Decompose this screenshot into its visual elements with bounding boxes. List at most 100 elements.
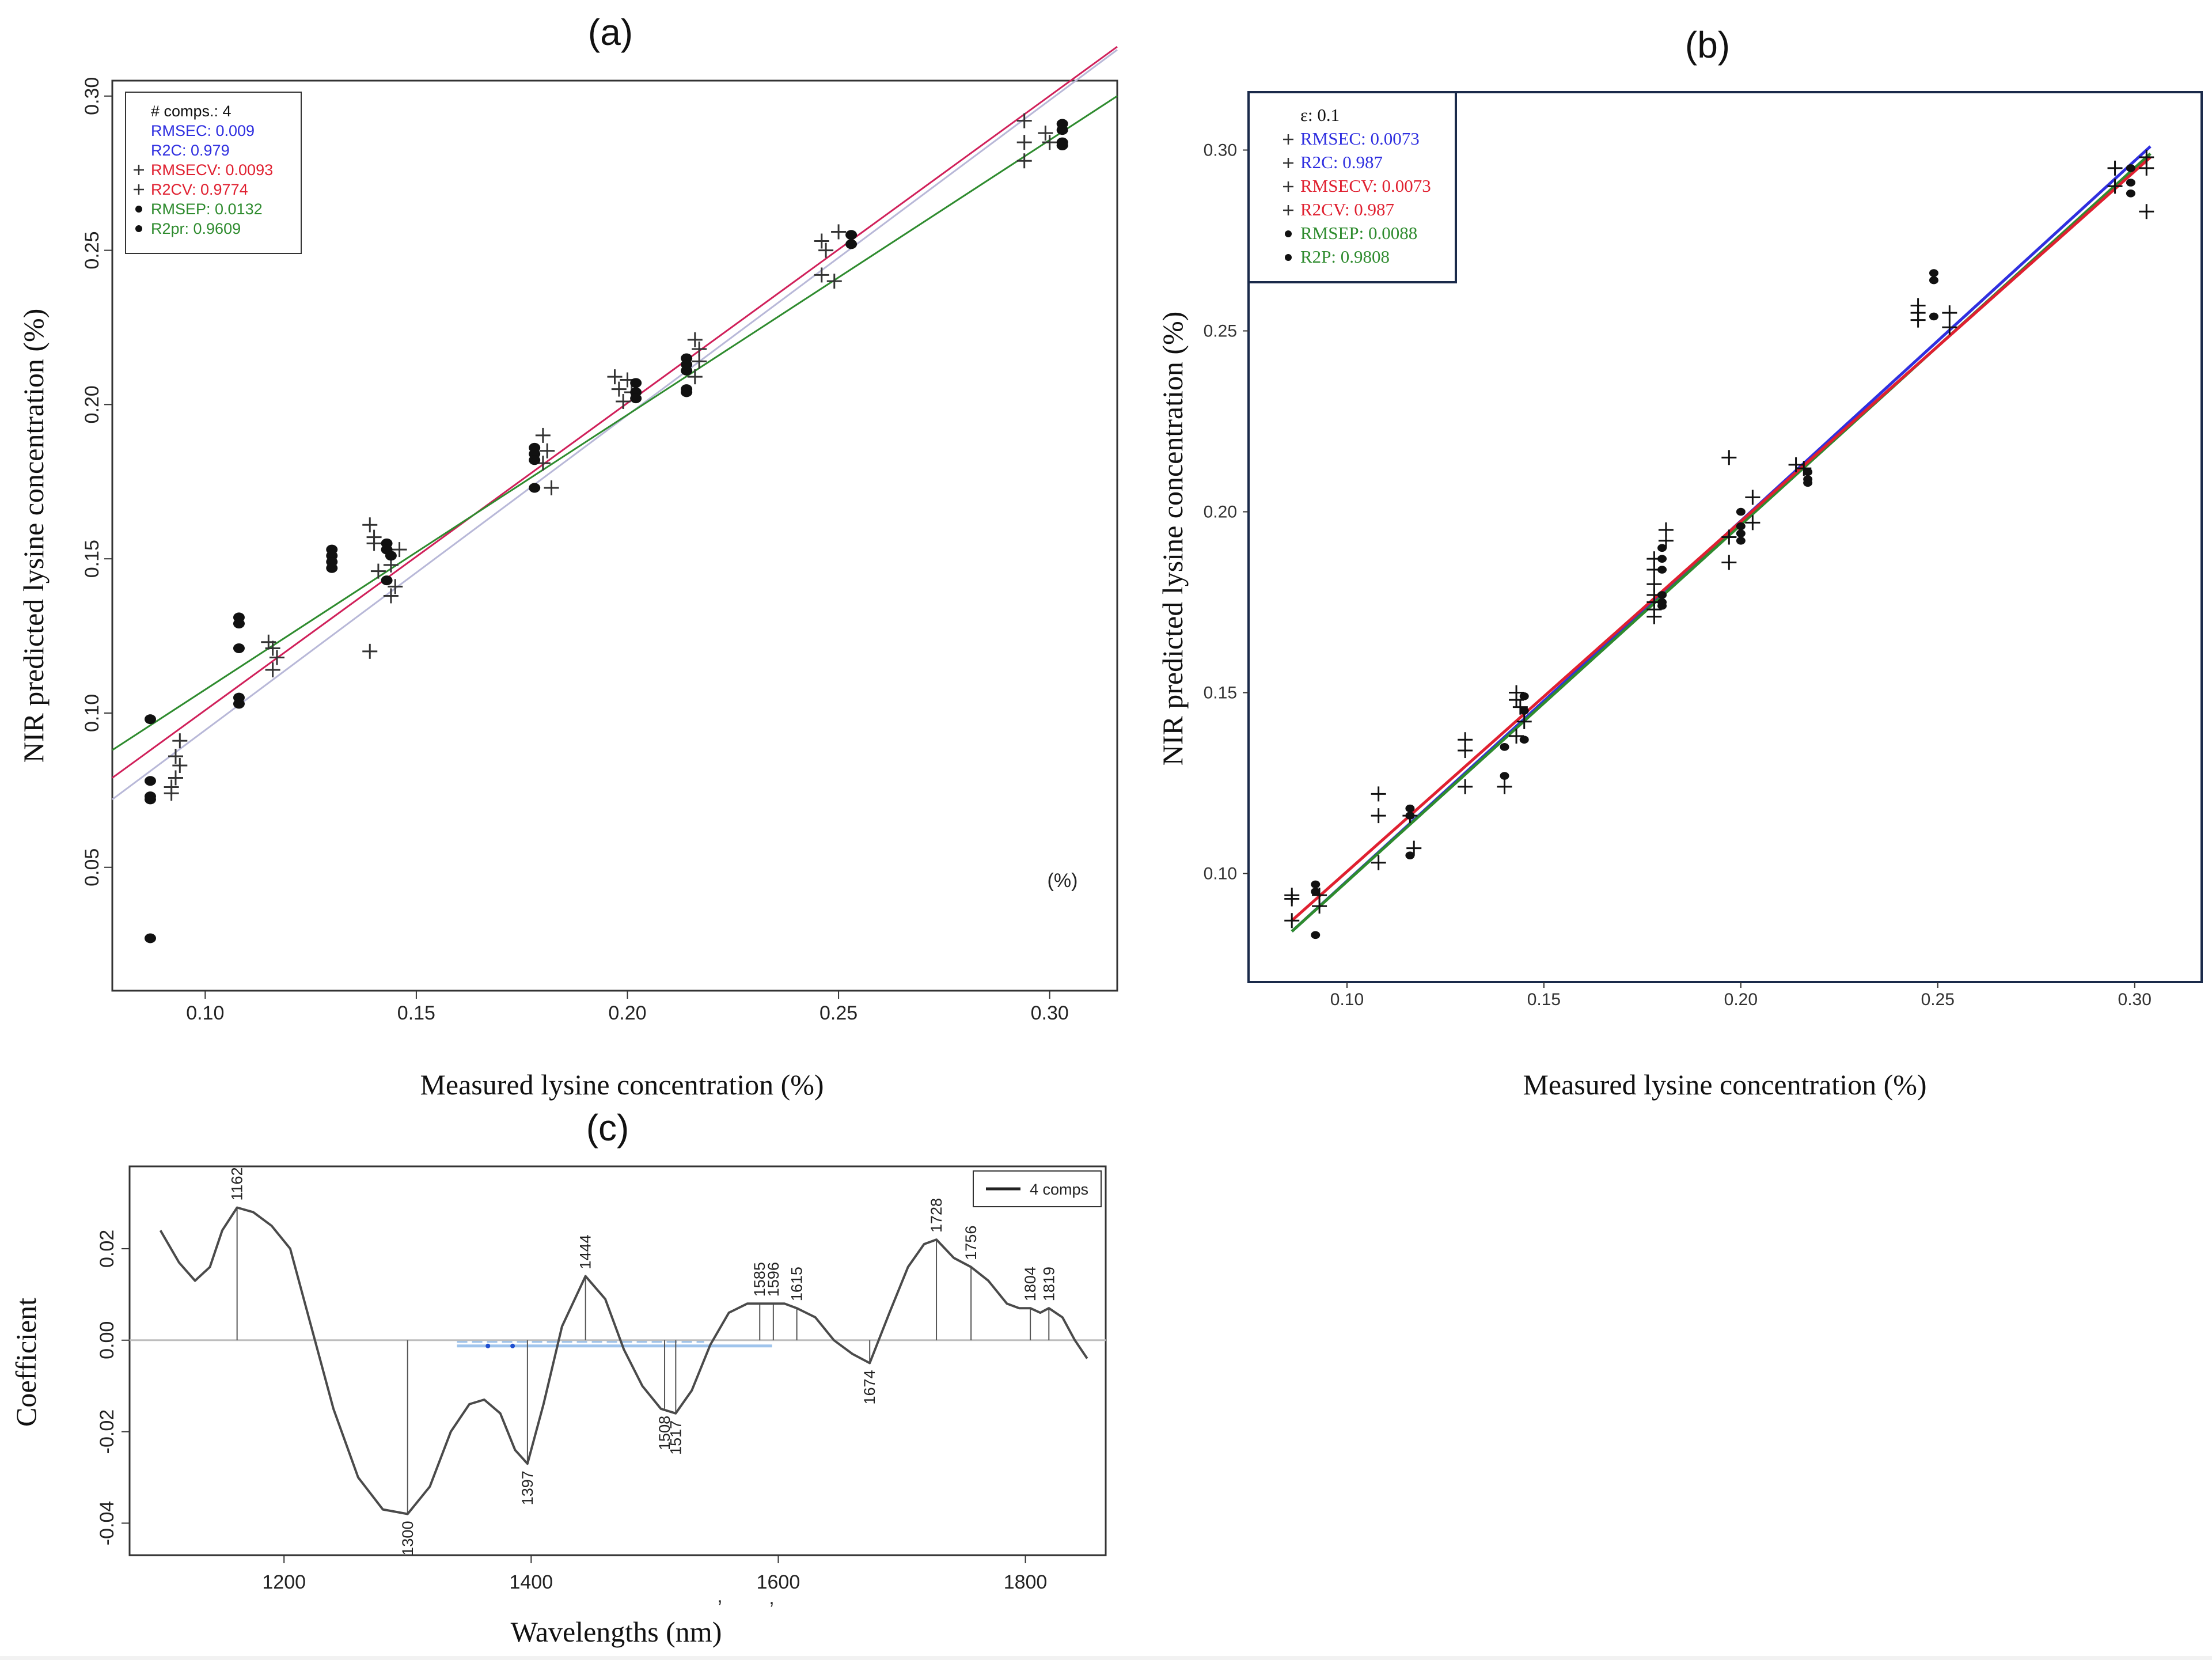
x-tick-label: 0.25 <box>819 1002 858 1024</box>
y-tick-label: 0.02 <box>96 1230 118 1268</box>
prediction-point <box>233 643 245 653</box>
panel-b-y-axis-label: NIR predicted lysine concentration (%) <box>1156 312 1189 766</box>
prediction-point <box>1803 468 1813 476</box>
legend-entry: R2C: 0.987 <box>1300 152 1383 172</box>
panel-c-coefficient-curve <box>159 1206 1088 1515</box>
legend-entry: R2pr: 0.9609 <box>151 220 241 237</box>
panel-a-x-axis-label: Measured lysine concentration (%) <box>420 1068 824 1101</box>
prediction-point <box>1519 707 1529 715</box>
prediction-point <box>1405 851 1415 859</box>
legend-dot <box>1285 254 1292 261</box>
calibration-point-plus <box>1042 135 1057 150</box>
calibration-point-plus <box>1509 692 1524 708</box>
highlight-dot <box>510 1343 515 1348</box>
panel-b: (b) 0.10 0.15 0.20 0.25 0.30 0.10 0.15 0.20 0.2… <box>1156 24 2203 1101</box>
calibration-point-plus <box>818 242 834 258</box>
prediction-point <box>1929 276 1938 285</box>
calibration-point-plus <box>687 369 703 385</box>
calibration-point-plus <box>687 332 703 347</box>
prediction-point <box>1500 742 1509 751</box>
calibration-point-plus <box>1371 808 1386 824</box>
prediction-point <box>1519 736 1529 744</box>
peak-label: 1674 <box>861 1370 878 1404</box>
prediction-point <box>1519 692 1529 700</box>
panel-b-points <box>1284 150 2154 939</box>
calibration-point-plus <box>366 529 382 545</box>
y-tick-label: 0.30 <box>81 77 103 115</box>
prediction-point <box>630 378 642 388</box>
y-tick-label: 0.20 <box>81 385 103 423</box>
x-tick-label: 0.30 <box>1031 1002 1069 1024</box>
x-tick-label: 0.15 <box>1527 990 1561 1009</box>
prediction-point <box>529 455 541 465</box>
calibration-point-plus <box>1016 153 1032 169</box>
y-tick-label: 0.10 <box>81 694 103 732</box>
calibration-point-plus <box>1371 786 1386 802</box>
panel-c-title: (c) <box>586 1107 629 1149</box>
panel-a: (a) 0.10 0.15 0.20 0.25 0.30 0.05 0.10 0.15 0.2… <box>17 12 1118 1101</box>
panel-a-legend-box <box>125 92 302 254</box>
panel-c-plot-frame <box>128 1165 1107 1556</box>
peak-label: 1615 <box>788 1267 806 1301</box>
peak-label: 1596 <box>765 1262 782 1297</box>
prediction-point <box>1803 479 1813 487</box>
calibration-point-plus <box>269 650 284 665</box>
calibration-point-plus <box>172 758 188 774</box>
prediction-point <box>1657 591 1667 599</box>
calibration-point-plus <box>1646 609 1662 624</box>
calibration-point-plus <box>1038 126 1053 141</box>
y-tick-label: 0.00 <box>96 1321 118 1359</box>
prediction-point <box>1311 888 1321 896</box>
x-tick-label: 1400 <box>509 1571 553 1593</box>
calibration-point-plus <box>544 480 559 495</box>
calibration-point-plus <box>1016 113 1032 128</box>
prediction-point <box>1736 536 1746 545</box>
legend-entry: RMSEC: 0.0073 <box>1300 128 1420 149</box>
calibration-point-plus <box>1745 490 1761 505</box>
calibration-point-plus <box>168 748 183 764</box>
x-tick-label: 1600 <box>757 1571 800 1593</box>
y-tick-label: -0.02 <box>96 1409 118 1454</box>
x-tick-label: 0.30 <box>2118 990 2152 1009</box>
prediction-point <box>1311 931 1321 939</box>
prediction-point <box>144 714 156 725</box>
peak-label: 1756 <box>962 1226 980 1260</box>
prediction-point <box>326 563 338 573</box>
prediction-point <box>233 619 245 629</box>
y-tick-label: 0.25 <box>81 231 103 269</box>
x-tick-label: 0.10 <box>1330 990 1364 1009</box>
panel-c-legend: 4 comps <box>973 1170 1102 1207</box>
coefficient-curve <box>159 1206 1088 1515</box>
y-tick-label: 0.25 <box>1204 322 1237 341</box>
y-tick-label: -0.04 <box>96 1501 118 1546</box>
prediction-point <box>381 575 393 586</box>
panel-a-legend-rows: # comps.: 4 RMSEC: 0.009 R2C: 0.979 RMSECV:… <box>134 103 273 237</box>
prediction-point <box>1657 544 1667 552</box>
panel-c-y-ticks: -0.04 -0.02 0.00 0.02 <box>96 1230 130 1545</box>
panel-a-legend: # comps.: 4 RMSEC: 0.009 R2C: 0.979 RMSECV:… <box>125 92 302 254</box>
peak-label: 1162 <box>229 1167 246 1200</box>
prediction-point <box>1405 804 1415 813</box>
highlight-dot <box>485 1343 491 1348</box>
panel-b-y-ticks: 0.10 0.15 0.20 0.25 0.30 <box>1204 141 1249 884</box>
legend-entry: R2C: 0.979 <box>151 142 230 159</box>
calibration-point-plus <box>692 354 707 369</box>
calibration-point-plus <box>1406 840 1422 856</box>
calibration-point-plus <box>370 563 386 579</box>
peak-label: 1819 <box>1040 1267 1057 1301</box>
prediction-point <box>1657 602 1667 610</box>
calibration-point-plus <box>1497 779 1512 794</box>
calibration-point-plus <box>611 381 627 397</box>
panel-b-x-axis-label: Measured lysine concentration (%) <box>1523 1068 1926 1101</box>
calibration-point-plus <box>540 443 555 458</box>
peak-label: 1517 <box>667 1420 684 1455</box>
prediction-point <box>144 791 156 802</box>
prediction-point <box>681 365 693 376</box>
calibration-point-plus <box>1509 728 1524 744</box>
prediction-point <box>385 551 397 561</box>
legend-entry: # comps.: 4 <box>151 103 232 120</box>
calibration-point-plus <box>1745 515 1761 530</box>
calibration-point-plus <box>1312 899 1327 914</box>
panel-c-legend-label: 4 comps <box>1030 1181 1088 1198</box>
